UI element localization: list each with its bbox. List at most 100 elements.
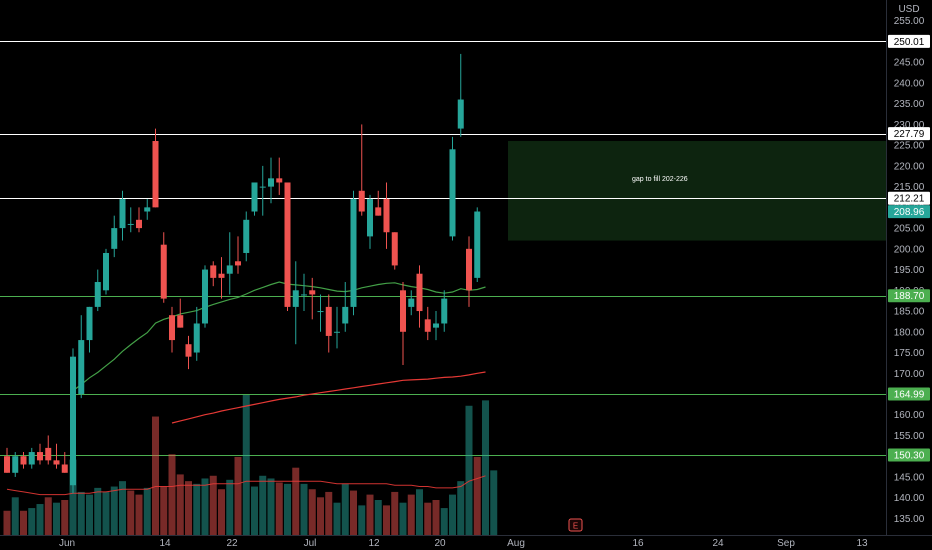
volume-bar bbox=[358, 505, 366, 535]
candle[interactable] bbox=[202, 265, 208, 328]
candles[interactable] bbox=[4, 53, 481, 494]
level-tag-3-text: 188.70 bbox=[894, 291, 925, 302]
price-tick: 195.00 bbox=[894, 265, 925, 276]
candle[interactable] bbox=[400, 282, 406, 365]
candle-body bbox=[334, 331, 340, 333]
candle[interactable] bbox=[268, 157, 274, 204]
volume-bar bbox=[440, 508, 448, 535]
candle[interactable] bbox=[119, 190, 126, 241]
candle[interactable] bbox=[45, 435, 52, 465]
volume-bar bbox=[143, 487, 151, 535]
volume-bar bbox=[110, 486, 118, 535]
candle[interactable] bbox=[86, 306, 93, 353]
candle[interactable] bbox=[226, 232, 233, 295]
candle[interactable] bbox=[301, 273, 307, 312]
candle[interactable] bbox=[53, 443, 60, 469]
candle[interactable] bbox=[457, 53, 464, 137]
candle[interactable] bbox=[185, 335, 192, 370]
candle[interactable] bbox=[358, 124, 365, 216]
candle[interactable] bbox=[284, 182, 291, 312]
candle[interactable] bbox=[136, 207, 142, 233]
volume-bar bbox=[77, 491, 85, 535]
horizontal-levels[interactable] bbox=[0, 41, 886, 456]
candle[interactable] bbox=[259, 165, 266, 216]
candle-body bbox=[12, 456, 19, 473]
level-tag-2-text: 212.21 bbox=[894, 194, 925, 205]
candle[interactable] bbox=[474, 207, 481, 283]
earnings-marker[interactable]: E bbox=[568, 518, 583, 532]
candle-body bbox=[45, 447, 52, 461]
candle-body bbox=[78, 340, 85, 394]
candle[interactable] bbox=[441, 290, 448, 332]
candle-body bbox=[301, 294, 307, 296]
volume-bar bbox=[160, 486, 168, 535]
candle[interactable] bbox=[12, 452, 19, 477]
candle[interactable] bbox=[70, 348, 76, 494]
volume-bar bbox=[193, 483, 201, 535]
volume-bar bbox=[457, 481, 465, 535]
price-tick: 220.00 bbox=[894, 161, 925, 172]
candle[interactable] bbox=[20, 452, 27, 469]
candle-body bbox=[86, 306, 93, 341]
candle[interactable] bbox=[449, 136, 456, 241]
candle[interactable] bbox=[127, 207, 134, 233]
candle[interactable] bbox=[243, 211, 250, 262]
ma-slow-line bbox=[171, 371, 486, 424]
candle[interactable] bbox=[424, 306, 431, 341]
candle[interactable] bbox=[375, 190, 382, 216]
candle[interactable] bbox=[350, 190, 357, 316]
candle[interactable] bbox=[276, 157, 283, 195]
candle[interactable] bbox=[111, 215, 118, 258]
candle-body bbox=[474, 211, 481, 278]
candle[interactable] bbox=[433, 311, 439, 341]
candle[interactable] bbox=[325, 294, 332, 353]
candle[interactable] bbox=[292, 261, 299, 345]
candle[interactable] bbox=[103, 248, 109, 295]
candle-body bbox=[466, 248, 472, 291]
candle-body bbox=[268, 178, 274, 187]
price-tick-labels: 135.00140.00145.00150.00155.00160.00165.… bbox=[894, 16, 925, 525]
candle[interactable] bbox=[210, 261, 217, 287]
candle[interactable] bbox=[94, 269, 101, 312]
volume-bar bbox=[308, 489, 316, 535]
candle[interactable] bbox=[367, 194, 373, 249]
candle-body bbox=[358, 190, 365, 212]
candle[interactable] bbox=[193, 306, 200, 361]
candle[interactable] bbox=[408, 290, 415, 316]
volume-bar bbox=[333, 502, 341, 535]
candle[interactable] bbox=[235, 236, 241, 274]
candle[interactable] bbox=[309, 277, 316, 320]
last-price-tag-bg bbox=[888, 205, 930, 219]
candle[interactable] bbox=[317, 294, 324, 332]
level-tag-0-text: 250.01 bbox=[894, 37, 925, 48]
candle[interactable] bbox=[416, 265, 423, 328]
time-axis[interactable]: Jun 14 22 Jul 12 20 Aug 16 24 Sep 13 bbox=[0, 535, 932, 550]
price-tick: 170.00 bbox=[894, 369, 925, 380]
volume-bar bbox=[416, 489, 423, 535]
volume-bar bbox=[317, 497, 324, 535]
candle[interactable] bbox=[4, 447, 10, 473]
candle[interactable] bbox=[383, 182, 390, 249]
candle[interactable] bbox=[37, 443, 43, 465]
candle[interactable] bbox=[61, 452, 68, 473]
candle-body bbox=[70, 356, 76, 486]
volume-bar bbox=[267, 478, 275, 535]
candle[interactable] bbox=[28, 447, 35, 469]
candle-body bbox=[292, 290, 299, 307]
candle[interactable] bbox=[160, 232, 167, 303]
candle[interactable] bbox=[466, 236, 472, 307]
candle[interactable] bbox=[334, 306, 340, 349]
price-tick: 205.00 bbox=[894, 224, 925, 235]
currency-label: USD bbox=[898, 4, 919, 15]
candle[interactable] bbox=[251, 182, 258, 216]
candle[interactable] bbox=[342, 282, 349, 332]
candle[interactable] bbox=[169, 306, 175, 353]
candle[interactable] bbox=[391, 232, 398, 270]
candle[interactable] bbox=[177, 298, 184, 328]
candle[interactable] bbox=[78, 315, 85, 399]
candle[interactable] bbox=[218, 257, 225, 299]
candle[interactable] bbox=[144, 199, 151, 220]
candle[interactable] bbox=[152, 128, 159, 208]
time-tick: Jul bbox=[304, 538, 317, 549]
